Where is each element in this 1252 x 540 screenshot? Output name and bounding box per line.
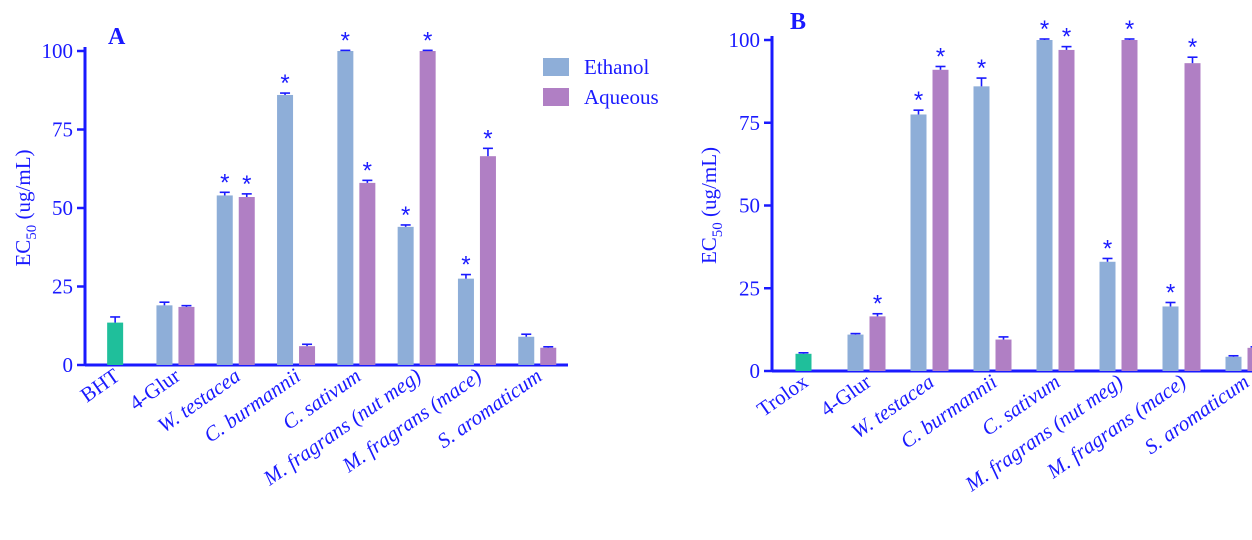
y-tick-label: 100 bbox=[729, 28, 761, 52]
bar-aqueous bbox=[1184, 63, 1201, 372]
bar-aqueous bbox=[540, 347, 557, 365]
bar-aqueous bbox=[299, 346, 316, 365]
bar-aqueous bbox=[479, 156, 496, 365]
bar-ethanol bbox=[156, 305, 173, 365]
y-tick-label: 25 bbox=[739, 276, 760, 300]
legend-swatch bbox=[543, 88, 569, 106]
bar-aqueous bbox=[178, 306, 195, 365]
y-tick-label: 0 bbox=[63, 353, 74, 377]
significance-star: * bbox=[461, 252, 470, 279]
y-tick-label: 25 bbox=[52, 275, 73, 299]
bar-aqueous bbox=[238, 197, 255, 365]
y-axis-label: EC50 (ug/mL) bbox=[697, 147, 726, 264]
panel-letter: B bbox=[790, 9, 806, 35]
y-tick-label: 75 bbox=[52, 118, 73, 142]
legend-label: Aqueous bbox=[584, 85, 659, 109]
x-tick-label: Trolox bbox=[752, 369, 812, 421]
legend: Ethanol Aqueous bbox=[543, 55, 659, 109]
significance-star: * bbox=[280, 70, 289, 97]
significance-star: * bbox=[483, 125, 492, 152]
bar-aqueous bbox=[1247, 347, 1252, 371]
y-axis-label: EC50 (ug/mL) bbox=[11, 149, 40, 266]
significance-star: * bbox=[914, 87, 923, 114]
significance-star: * bbox=[1040, 16, 1049, 43]
significance-star: * bbox=[1125, 16, 1134, 43]
bar-ethanol bbox=[973, 86, 990, 371]
significance-star: * bbox=[873, 291, 882, 318]
significance-star: * bbox=[341, 27, 350, 54]
bar-aqueous bbox=[932, 69, 949, 371]
y-tick-label: 100 bbox=[42, 39, 74, 63]
bar-aqueous bbox=[995, 339, 1012, 371]
significance-star: * bbox=[401, 202, 410, 229]
bar-aqueous bbox=[1121, 40, 1138, 371]
legend-label: Ethanol bbox=[584, 55, 649, 79]
bar-ethanol bbox=[1162, 306, 1179, 371]
panel-letter: A bbox=[108, 24, 126, 50]
bar-standard bbox=[107, 322, 124, 365]
significance-star: * bbox=[1062, 24, 1071, 51]
significance-star: * bbox=[977, 55, 986, 82]
bar-aqueous bbox=[419, 51, 436, 365]
bar-ethanol bbox=[1099, 261, 1116, 371]
significance-star: * bbox=[936, 43, 945, 70]
legend-swatch bbox=[543, 58, 569, 76]
significance-star: * bbox=[1188, 34, 1197, 61]
bar-ethanol bbox=[277, 94, 294, 366]
significance-star: * bbox=[242, 171, 251, 198]
bar-standard bbox=[795, 353, 812, 371]
bar-ethanol bbox=[397, 226, 414, 365]
significance-star: * bbox=[220, 169, 229, 196]
significance-star: * bbox=[1166, 279, 1175, 306]
bar-ethanol bbox=[910, 114, 927, 371]
significance-star: * bbox=[363, 157, 372, 184]
y-tick-label: 75 bbox=[739, 111, 760, 135]
bar-aqueous bbox=[1058, 49, 1075, 372]
bar-ethanol bbox=[216, 195, 233, 365]
bar-ethanol bbox=[457, 278, 474, 365]
bar-ethanol bbox=[337, 51, 354, 365]
bar-ethanol bbox=[1036, 40, 1053, 371]
bar-aqueous bbox=[869, 316, 886, 371]
y-tick-label: 50 bbox=[52, 196, 73, 220]
bar-ethanol bbox=[1225, 356, 1242, 371]
bar-ethanol bbox=[847, 334, 864, 371]
significance-star: * bbox=[423, 27, 432, 54]
y-tick-label: 0 bbox=[750, 359, 761, 383]
y-tick-label: 50 bbox=[739, 194, 760, 218]
significance-star: * bbox=[1103, 235, 1112, 262]
bar-aqueous bbox=[359, 182, 376, 365]
x-tick-label: BHT bbox=[76, 363, 124, 407]
bar-ethanol bbox=[518, 336, 535, 365]
